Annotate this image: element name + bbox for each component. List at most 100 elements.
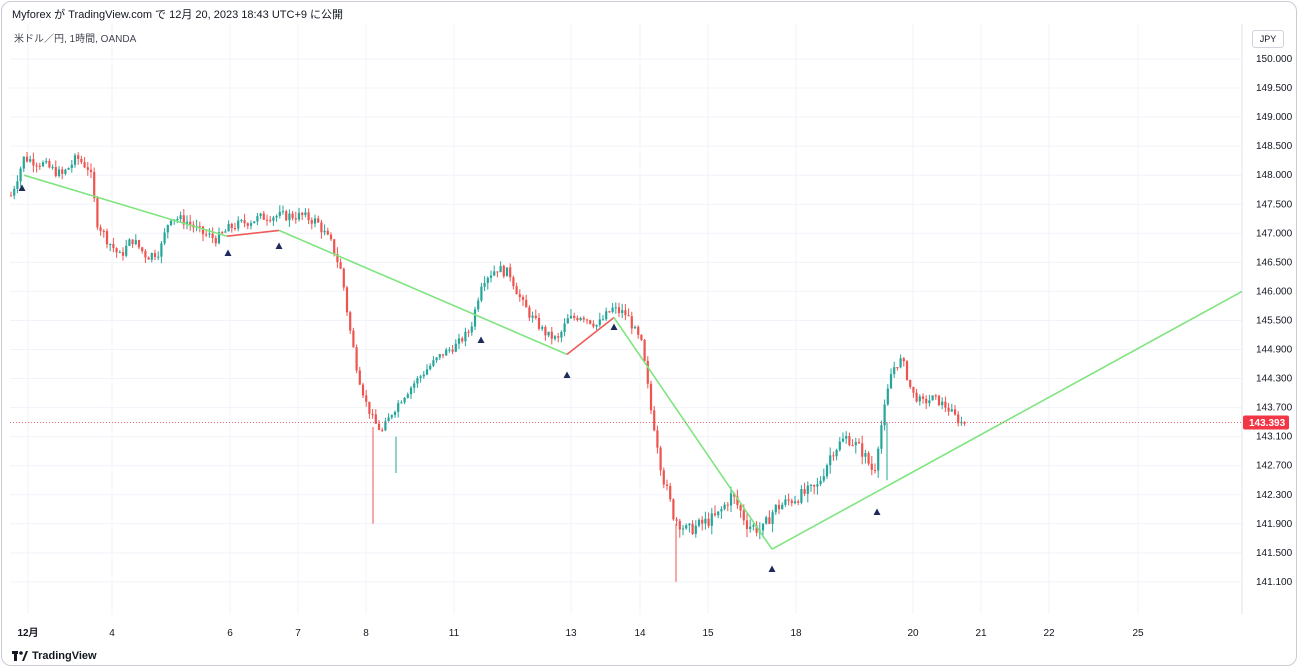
candle-body bbox=[445, 349, 448, 356]
candle-body bbox=[781, 504, 784, 510]
price-tick-label: 144.300 bbox=[1256, 374, 1293, 385]
candle-body bbox=[745, 520, 749, 530]
candle-body bbox=[150, 253, 153, 260]
candle-body bbox=[467, 331, 470, 333]
candle-body bbox=[864, 453, 867, 457]
candle-body bbox=[409, 387, 413, 395]
candle-body bbox=[48, 160, 51, 168]
candle-body bbox=[457, 338, 461, 344]
candle-body bbox=[931, 395, 934, 401]
candle-body bbox=[45, 160, 48, 163]
up-arrow-icon bbox=[477, 336, 485, 343]
candle-body bbox=[857, 442, 861, 444]
candle-body bbox=[57, 169, 61, 176]
candle-body bbox=[313, 218, 317, 224]
candle-body bbox=[563, 323, 566, 332]
time-tick-label: 7 bbox=[295, 628, 301, 639]
candle-body bbox=[515, 286, 518, 295]
candle-body bbox=[899, 358, 902, 368]
symbol-info[interactable]: 米ドル／円, 1時間, OANDA bbox=[14, 34, 137, 45]
candle-body bbox=[361, 384, 365, 396]
candle-body bbox=[729, 493, 733, 506]
candle-body bbox=[406, 394, 409, 398]
trend-line[interactable] bbox=[566, 316, 615, 355]
candle-body bbox=[736, 496, 739, 506]
candle-body bbox=[61, 169, 64, 174]
price-tick-label: 141.100 bbox=[1256, 577, 1293, 588]
candle-body bbox=[441, 354, 445, 356]
time-tick-label: 8 bbox=[363, 628, 369, 639]
candle-body bbox=[448, 349, 451, 351]
candle-body bbox=[656, 430, 659, 448]
trend-line[interactable] bbox=[226, 229, 280, 238]
candle-body bbox=[912, 386, 915, 393]
candle-body bbox=[915, 392, 918, 402]
candle-body bbox=[230, 223, 233, 229]
candle-body bbox=[32, 159, 35, 166]
candle-body bbox=[240, 220, 243, 222]
candle-body bbox=[691, 523, 694, 534]
up-arrow-icon bbox=[275, 242, 283, 249]
time-tick-label: 11 bbox=[449, 628, 460, 639]
candle-body bbox=[461, 338, 464, 342]
candle-body bbox=[400, 402, 403, 404]
candles bbox=[9, 152, 966, 582]
candle-body bbox=[704, 518, 707, 524]
brand-name[interactable]: TradingView bbox=[32, 650, 97, 662]
candle-body bbox=[752, 525, 755, 527]
candle-body bbox=[189, 221, 192, 225]
candle-body bbox=[640, 334, 643, 340]
candle-body bbox=[957, 414, 960, 424]
time-tick-label: 13 bbox=[565, 628, 577, 639]
candle-body bbox=[502, 265, 505, 277]
candle-body bbox=[77, 155, 80, 159]
currency-button[interactable]: JPY bbox=[1252, 30, 1284, 48]
candle-body bbox=[307, 212, 310, 221]
candle-body bbox=[214, 237, 217, 244]
trend-lines bbox=[23, 174, 1243, 550]
candle-body bbox=[297, 212, 301, 220]
candle-body bbox=[9, 195, 13, 197]
candle-body bbox=[592, 323, 595, 327]
candle-body bbox=[819, 480, 822, 485]
candle-body bbox=[787, 499, 790, 501]
trend-line[interactable] bbox=[613, 317, 773, 550]
candle-body bbox=[198, 226, 201, 228]
candle-body bbox=[390, 415, 393, 418]
candle-body bbox=[425, 369, 429, 375]
trend-line[interactable] bbox=[771, 290, 1243, 550]
candle-body bbox=[435, 357, 438, 361]
candle-body bbox=[653, 410, 656, 431]
candle-body bbox=[630, 316, 633, 329]
candle-body bbox=[611, 307, 614, 313]
trend-line[interactable] bbox=[278, 229, 568, 356]
candle-body bbox=[134, 240, 137, 245]
candle-body bbox=[809, 484, 813, 486]
candle-body bbox=[678, 520, 681, 530]
candle-body bbox=[102, 230, 105, 232]
publisher-line: Myforex が TradingView.com で 12月 20, 2023… bbox=[12, 9, 344, 21]
candle-body bbox=[537, 317, 541, 329]
price-tick-label: 144.900 bbox=[1256, 345, 1293, 356]
candle-body bbox=[573, 315, 576, 318]
candle-body bbox=[701, 519, 704, 524]
candle-body bbox=[717, 511, 720, 516]
price-axis: 150.000 149.500 149.000 148.500 148.000 147.5… bbox=[1256, 54, 1293, 588]
time-tick-label: 18 bbox=[790, 628, 802, 639]
time-tick-label: 20 bbox=[907, 628, 919, 639]
candle-body bbox=[896, 367, 899, 369]
candle-body bbox=[889, 374, 893, 389]
candle-body bbox=[80, 158, 83, 163]
trend-line[interactable] bbox=[23, 174, 228, 237]
candle-body bbox=[326, 230, 329, 235]
candle-body bbox=[790, 500, 793, 504]
candle-body bbox=[713, 513, 717, 516]
price-tick-label: 148.000 bbox=[1256, 170, 1293, 181]
up-arrow-icon bbox=[224, 249, 232, 256]
candle-body bbox=[278, 211, 281, 216]
candle-body bbox=[371, 413, 374, 415]
candle-body bbox=[544, 327, 547, 336]
candle-body bbox=[528, 307, 531, 318]
candle-body bbox=[86, 167, 89, 170]
